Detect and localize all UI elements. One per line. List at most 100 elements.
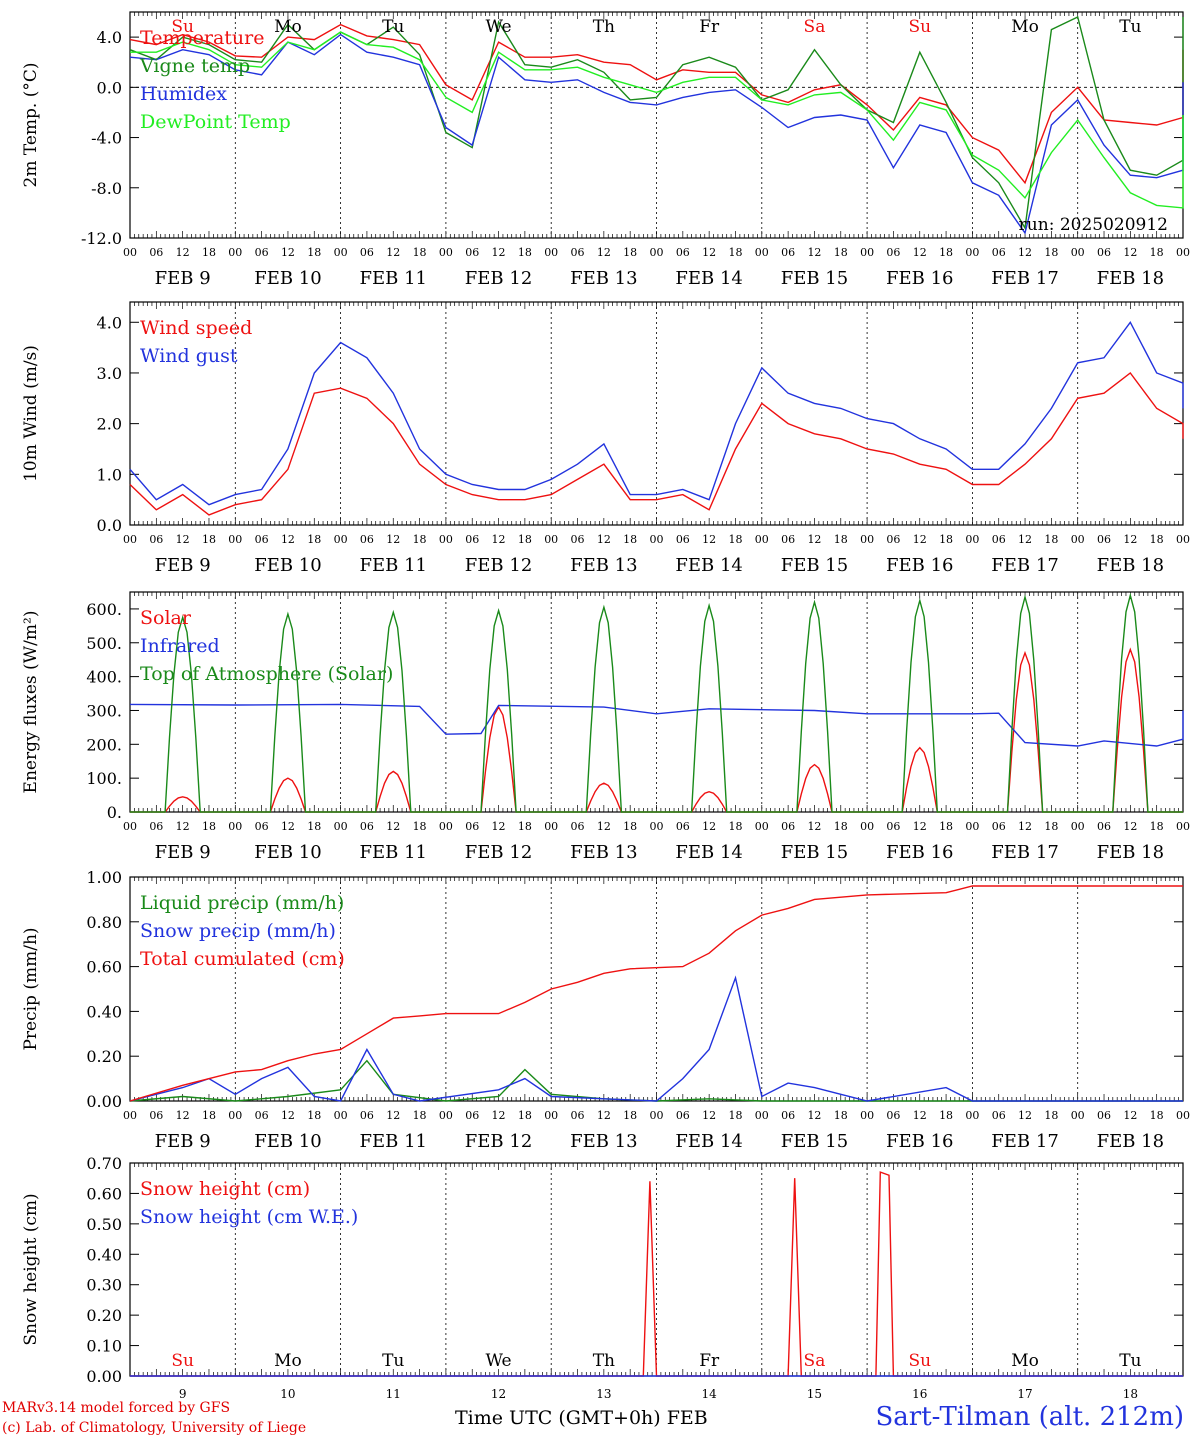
- hour-tick-label: 06: [1097, 246, 1111, 259]
- hour-tick-label: 18: [834, 820, 848, 833]
- legend-entry: Total cumulated (cm): [140, 948, 345, 970]
- date-label: FEB 10: [254, 842, 321, 863]
- hour-tick-label: 18: [307, 820, 321, 833]
- hour-tick-label: 12: [1123, 1109, 1137, 1122]
- date-label: FEB 15: [781, 268, 848, 289]
- date-label: FEB 12: [465, 1131, 532, 1152]
- weekday-label: We: [485, 1351, 511, 1371]
- y-tick-label: 400.: [86, 668, 122, 687]
- hour-tick-label: 18: [202, 246, 216, 259]
- y-tick-label: 0.40: [86, 1002, 122, 1021]
- date-label: FEB 13: [570, 555, 637, 576]
- panel-5: [129, 1162, 1184, 1377]
- hour-tick-label: 18: [413, 820, 427, 833]
- hour-tick-label: 12: [807, 246, 821, 259]
- weekday-label: Tu: [382, 1351, 404, 1371]
- hour-tick-label: 18: [518, 533, 532, 546]
- hour-tick-label: 00: [965, 246, 979, 259]
- date-label: FEB 17: [991, 842, 1058, 863]
- hour-tick-label: 18: [623, 820, 637, 833]
- y-tick-label: 0.10: [86, 1337, 122, 1356]
- hour-tick-label: 12: [702, 820, 716, 833]
- day-number-label: 14: [702, 1387, 718, 1401]
- hour-tick-label: 12: [1018, 246, 1032, 259]
- y-tick-label: -8.0: [91, 179, 122, 198]
- hour-tick-label: 12: [386, 533, 400, 546]
- hour-tick-label: 00: [123, 246, 137, 259]
- y-tick-label: 0.0: [97, 78, 122, 97]
- hour-tick-label: 18: [939, 533, 953, 546]
- hour-tick-label: 00: [1176, 246, 1190, 259]
- date-label: FEB 18: [1097, 268, 1164, 289]
- date-label: FEB 15: [781, 555, 848, 576]
- hour-tick-label: 00: [228, 246, 242, 259]
- date-label: FEB 15: [781, 842, 848, 863]
- hour-tick-label: 12: [492, 246, 506, 259]
- series-line: [129, 23, 1184, 185]
- hour-tick-label: 00: [123, 1109, 137, 1122]
- date-label: FEB 12: [465, 555, 532, 576]
- legend-entry: DewPoint Temp: [140, 111, 291, 133]
- day-number-label: 13: [596, 1387, 611, 1401]
- hour-tick-label: 00: [334, 533, 348, 546]
- run-annotation: run: 2025020912: [1019, 215, 1168, 235]
- y-tick-label: 1.0: [97, 465, 122, 484]
- y-tick-label: 0.70: [86, 1154, 122, 1173]
- date-label: FEB 18: [1097, 1131, 1164, 1152]
- date-label: FEB 9: [155, 555, 211, 576]
- hour-tick-label: 06: [465, 1109, 479, 1122]
- time-axis-label: Time UTC (GMT+0h) FEB: [455, 1407, 708, 1429]
- hour-tick-label: 06: [465, 820, 479, 833]
- y-tick-label: 200.: [86, 735, 122, 754]
- hour-tick-label: 12: [176, 1109, 190, 1122]
- y-axis-label: 2m Temp. (°C): [21, 62, 41, 187]
- hour-tick-label: 00: [228, 1109, 242, 1122]
- hour-tick-label: 18: [728, 1109, 742, 1122]
- hour-tick-label: 06: [992, 820, 1006, 833]
- weekday-label: Mo: [274, 17, 302, 37]
- hour-tick-label: 00: [439, 820, 453, 833]
- hour-tick-label: 12: [281, 1109, 295, 1122]
- hour-tick-label: 00: [123, 820, 137, 833]
- hour-tick-label: 00: [544, 820, 558, 833]
- hour-tick-label: 00: [1071, 1109, 1085, 1122]
- hour-tick-label: 12: [913, 533, 927, 546]
- hour-tick-label: 06: [149, 533, 163, 546]
- series-line: [129, 372, 1184, 516]
- y-tick-label: 1.00: [86, 868, 122, 887]
- date-label: FEB 17: [991, 555, 1058, 576]
- date-label: FEB 18: [1097, 842, 1164, 863]
- date-label: FEB 18: [1097, 555, 1164, 576]
- y-tick-label: 0.: [107, 803, 122, 822]
- hour-tick-label: 00: [1071, 820, 1085, 833]
- hour-tick-label: 06: [781, 246, 795, 259]
- hour-tick-label: 12: [176, 246, 190, 259]
- hour-tick-label: 06: [149, 820, 163, 833]
- hour-tick-label: 06: [1097, 1109, 1111, 1122]
- series-line: [129, 320, 1184, 506]
- hour-tick-label: 06: [571, 1109, 585, 1122]
- series-line: [129, 885, 1183, 1102]
- hour-tick-label: 00: [544, 246, 558, 259]
- y-tick-label: 4.0: [97, 313, 122, 332]
- hour-tick-label: 06: [886, 533, 900, 546]
- y-tick-label: 0.00: [86, 1367, 122, 1386]
- date-label: FEB 10: [254, 555, 321, 576]
- hour-tick-label: 00: [123, 533, 137, 546]
- date-label: FEB 14: [675, 268, 742, 289]
- day-number-label: 16: [912, 1387, 927, 1401]
- hour-tick-label: 12: [597, 1109, 611, 1122]
- hour-tick-label: 00: [439, 533, 453, 546]
- hour-tick-label: 06: [781, 533, 795, 546]
- hour-tick-label: 18: [307, 533, 321, 546]
- hour-tick-label: 06: [149, 246, 163, 259]
- date-label: FEB 14: [675, 1131, 742, 1152]
- date-label: FEB 12: [465, 268, 532, 289]
- hour-tick-label: 06: [571, 533, 585, 546]
- hour-tick-label: 00: [965, 1109, 979, 1122]
- date-label: FEB 11: [360, 842, 427, 863]
- hour-tick-label: 12: [281, 820, 295, 833]
- hour-tick-label: 06: [676, 1109, 690, 1122]
- hour-tick-label: 12: [492, 1109, 506, 1122]
- panel-4: [129, 876, 1184, 1102]
